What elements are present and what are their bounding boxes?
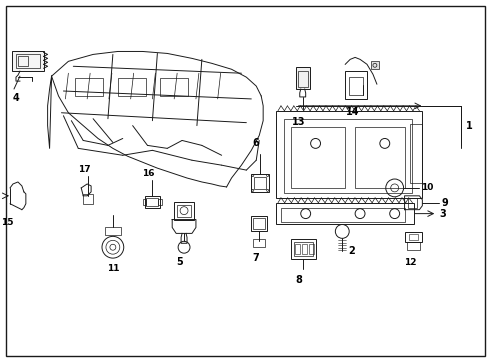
Text: 9: 9 [441, 198, 448, 208]
Bar [291, 239, 316, 259]
Bar [295, 244, 300, 254]
Bar [254, 177, 266, 189]
Bar [355, 127, 405, 188]
Text: 4: 4 [13, 93, 19, 103]
Bar [296, 67, 310, 89]
Bar [143, 199, 147, 205]
Text: 10: 10 [421, 183, 434, 192]
Bar [281, 208, 405, 221]
Bar [409, 234, 418, 240]
Bar [105, 228, 121, 235]
Bar [83, 194, 93, 204]
Text: 12: 12 [404, 258, 417, 267]
Text: 2: 2 [348, 246, 355, 256]
Bar [276, 203, 415, 225]
Bar [158, 199, 162, 205]
Bar [147, 198, 158, 206]
Bar [253, 239, 265, 247]
Bar [302, 244, 307, 254]
Bar [276, 111, 422, 198]
Bar [18, 57, 28, 66]
Bar [345, 71, 367, 99]
Bar [349, 77, 363, 95]
Text: 7: 7 [252, 253, 259, 263]
Bar [408, 198, 417, 208]
Text: 17: 17 [78, 165, 91, 174]
Bar [251, 174, 269, 192]
Bar [309, 244, 314, 254]
Bar [410, 123, 422, 183]
Bar [177, 205, 191, 217]
Bar [75, 78, 103, 96]
Bar [405, 233, 422, 242]
Text: 6: 6 [253, 138, 260, 148]
Text: 11: 11 [107, 264, 119, 273]
Text: 13: 13 [292, 117, 305, 127]
Bar [118, 78, 146, 96]
Bar [371, 61, 379, 69]
Bar [284, 119, 413, 193]
Bar [251, 216, 267, 231]
Bar [291, 127, 345, 188]
Bar [407, 242, 420, 250]
Bar [16, 54, 40, 68]
Bar [160, 78, 188, 96]
Text: 16: 16 [142, 169, 155, 178]
Bar [12, 51, 44, 71]
Bar [294, 242, 313, 256]
Text: 14: 14 [346, 107, 360, 117]
Bar [253, 217, 265, 229]
Bar [174, 202, 194, 220]
Text: 15: 15 [1, 217, 13, 226]
Text: 8: 8 [295, 275, 302, 285]
Text: 1: 1 [466, 121, 473, 131]
Bar [145, 196, 160, 208]
Text: 5: 5 [177, 257, 183, 267]
Text: 3: 3 [439, 208, 446, 219]
Bar [298, 71, 308, 87]
